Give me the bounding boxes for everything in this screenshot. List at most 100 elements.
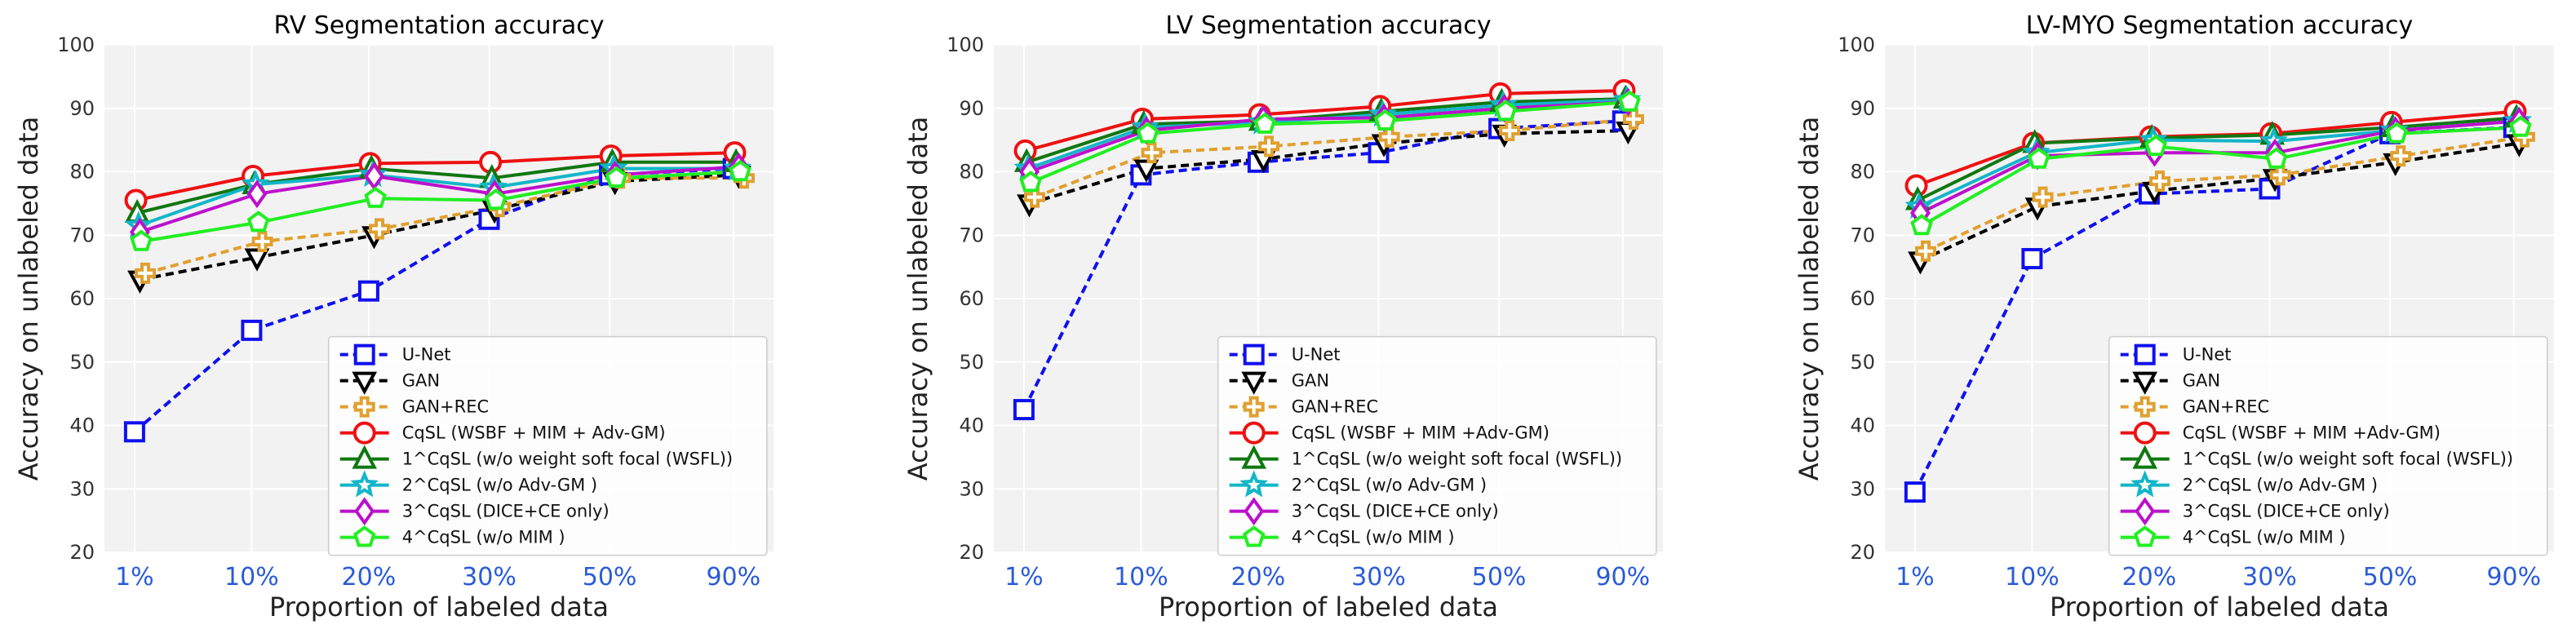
y-tick-label: 70 bbox=[69, 224, 95, 246]
data-point-marker bbox=[1904, 481, 1926, 503]
x-tick-label: 30% bbox=[2242, 563, 2297, 591]
legend-marker bbox=[1242, 525, 1266, 547]
legend-entry: 4^CqSL (w/o MIM ) bbox=[402, 528, 565, 547]
y-tick-label: 80 bbox=[1850, 161, 1875, 184]
legend-entry: GAN+REC bbox=[1292, 397, 1378, 417]
data-point-marker bbox=[364, 186, 387, 208]
x-tick-label: 10% bbox=[2005, 563, 2059, 591]
legend-marker bbox=[2133, 525, 2157, 547]
legend-entry: 1^CqSL (w/o weight soft focal (WSFL)) bbox=[402, 450, 733, 469]
series-line-5 bbox=[1917, 116, 2517, 202]
x-tick-label: 50% bbox=[583, 563, 637, 591]
data-point-marker bbox=[1019, 171, 1042, 193]
data-point-marker bbox=[1499, 119, 1521, 141]
y-tick-label: 90 bbox=[1850, 97, 1875, 120]
legend-marker bbox=[1244, 497, 1265, 526]
legend-entry: CqSL (WSBF + MIM + Adv-GM) bbox=[402, 423, 666, 443]
y-tick-label: 60 bbox=[959, 287, 984, 310]
legend-marker bbox=[2133, 421, 2157, 445]
y-tick-label: 30 bbox=[1850, 477, 1875, 500]
y-tick-label: 50 bbox=[959, 351, 984, 374]
x-tick-label: 20% bbox=[2122, 563, 2177, 591]
legend-entry: U-Net bbox=[1292, 345, 1341, 365]
data-point-marker bbox=[2385, 122, 2409, 144]
legend-entry: U-Net bbox=[2183, 345, 2232, 365]
data-point-marker bbox=[1618, 90, 1641, 112]
series-line-3 bbox=[1925, 135, 2525, 253]
x-tick-label: 1% bbox=[115, 563, 154, 591]
legend-marker bbox=[1241, 371, 1267, 395]
series-line-3 bbox=[1034, 117, 1634, 199]
data-point-marker bbox=[135, 262, 157, 284]
data-point-marker bbox=[1373, 109, 1397, 131]
y-tick-label: 40 bbox=[1850, 414, 1875, 437]
data-point-marker bbox=[1622, 108, 1644, 130]
series-line-8 bbox=[1030, 100, 1630, 184]
legend-marker bbox=[2135, 497, 2156, 526]
legend-marker bbox=[2134, 343, 2156, 366]
y-tick-label: 20 bbox=[1850, 541, 1875, 564]
legend-entry: 3^CqSL (DICE+CE only) bbox=[1292, 502, 1499, 521]
data-point-marker bbox=[2144, 134, 2167, 157]
legend-entry: 4^CqSL (w/o MIM ) bbox=[2183, 528, 2346, 547]
legend-entry: GAN bbox=[1292, 371, 1329, 391]
x-tick-label: 30% bbox=[1351, 563, 1406, 591]
legend-marker bbox=[352, 421, 376, 445]
chart-title: RV Segmentation accuracy bbox=[274, 11, 605, 40]
legend-marker bbox=[352, 445, 377, 469]
legend-entry: CqSL (WSBF + MIM +Adv-GM) bbox=[2183, 423, 2441, 443]
data-point-marker bbox=[2509, 115, 2532, 137]
legend-entry: GAN bbox=[402, 371, 440, 391]
data-point-marker bbox=[1013, 399, 1035, 421]
x-axis-label: Proportion of labeled data bbox=[1159, 591, 1498, 622]
x-tick-label: 1% bbox=[1895, 563, 1935, 591]
series-line-6 bbox=[138, 166, 738, 228]
legend-entry: GAN+REC bbox=[402, 397, 489, 417]
legend-box bbox=[1217, 335, 1657, 556]
y-tick-label: 100 bbox=[947, 33, 984, 56]
y-tick-label: 30 bbox=[959, 477, 984, 500]
legend-marker bbox=[2132, 445, 2157, 469]
y-tick-label: 40 bbox=[69, 414, 95, 437]
x-axis-label: Proportion of labeled data bbox=[2050, 591, 2389, 622]
x-tick-label: 50% bbox=[2363, 563, 2418, 591]
legend-entry: U-Net bbox=[402, 345, 451, 365]
series-line-4 bbox=[135, 151, 735, 202]
legend-marker bbox=[1243, 343, 1265, 366]
x-tick-label: 90% bbox=[706, 563, 760, 591]
legend-marker bbox=[354, 497, 375, 526]
y-tick-label: 50 bbox=[69, 351, 95, 374]
legend-marker bbox=[2134, 396, 2156, 418]
y-tick-label: 30 bbox=[69, 477, 95, 500]
data-point-marker bbox=[2390, 145, 2412, 167]
legend-marker bbox=[1242, 421, 1266, 445]
x-tick-label: 10% bbox=[224, 563, 279, 591]
data-point-marker bbox=[123, 421, 145, 443]
y-tick-label: 20 bbox=[959, 541, 984, 564]
legend-box bbox=[2108, 335, 2548, 556]
data-point-marker bbox=[2032, 186, 2054, 208]
y-tick-label: 90 bbox=[69, 97, 95, 120]
legend-marker bbox=[1241, 445, 1266, 469]
x-tick-label: 1% bbox=[1004, 563, 1044, 591]
legend-marker bbox=[1243, 396, 1265, 418]
series-line-2 bbox=[1919, 141, 2520, 263]
y-tick-label: 80 bbox=[69, 161, 95, 184]
legend-marker bbox=[353, 343, 375, 366]
legend-marker bbox=[352, 371, 378, 395]
data-point-marker bbox=[130, 229, 153, 251]
data-point-marker bbox=[1253, 112, 1276, 134]
data-point-marker bbox=[1915, 240, 1937, 262]
chart-panel-2: 20 30 40 50 60 70 80 90 100 1% 10% 20% 30% 50% 90% LV S… bbox=[902, 11, 1663, 622]
data-point-marker bbox=[357, 280, 379, 302]
x-tick-label: 90% bbox=[1595, 563, 1650, 591]
data-point-marker bbox=[2027, 147, 2051, 169]
y-axis-label: Accuracy on unlabeled data bbox=[13, 117, 44, 481]
series-line-5 bbox=[136, 160, 737, 215]
x-tick-label: 50% bbox=[1472, 563, 1527, 591]
legend-entry: 1^CqSL (w/o weight soft focal (WSFL)) bbox=[2183, 450, 2513, 469]
data-point-marker bbox=[2149, 171, 2171, 193]
legend-marker bbox=[353, 396, 375, 418]
y-tick-label: 20 bbox=[69, 541, 95, 564]
